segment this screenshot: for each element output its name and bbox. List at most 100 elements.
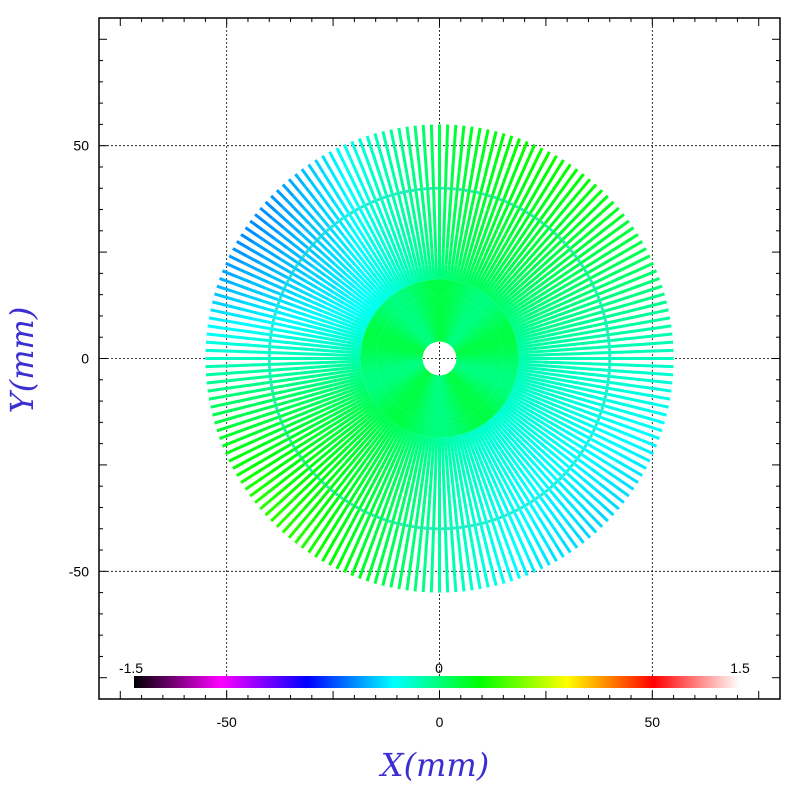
data-spoke (393, 274, 404, 290)
ring-point (607, 371, 611, 375)
data-spoke (300, 168, 313, 183)
data-spoke (483, 129, 490, 145)
data-spoke (394, 477, 403, 494)
data-spoke (548, 343, 565, 349)
data-spoke (260, 410, 277, 418)
data-spoke (334, 418, 350, 430)
data-spoke (299, 231, 313, 245)
ring-point (283, 428, 287, 433)
data-spoke (258, 305, 275, 313)
data-spoke (283, 252, 298, 264)
data-spoke (465, 188, 471, 205)
data-spoke (318, 256, 333, 269)
data-spoke (349, 158, 359, 174)
data-spoke (574, 463, 589, 476)
data-spoke (237, 335, 254, 341)
data-spoke (287, 319, 303, 326)
data-spoke (493, 231, 503, 247)
data-spoke (308, 404, 324, 413)
data-spoke (267, 350, 284, 355)
data-spoke (373, 568, 381, 584)
data-spoke (517, 270, 531, 284)
data-spoke (293, 298, 310, 308)
data-spoke (354, 264, 367, 278)
data-spoke (290, 400, 306, 409)
data-spoke (396, 510, 404, 526)
data-spoke (465, 432, 474, 448)
data-spoke (573, 400, 589, 409)
data-spoke (358, 138, 367, 154)
data-spoke (311, 265, 327, 277)
data-spoke (496, 451, 508, 466)
data-spoke (376, 345, 393, 352)
data-spoke (336, 392, 353, 402)
data-spoke (236, 240, 251, 251)
data-spoke (548, 489, 562, 504)
data-spoke (211, 300, 228, 308)
data-spoke (592, 321, 609, 328)
data-spoke (418, 529, 424, 546)
data-spoke (324, 274, 339, 286)
data-spoke (364, 219, 375, 235)
data-spoke (512, 459, 524, 474)
data-spoke (394, 311, 408, 325)
data-spoke (299, 342, 315, 347)
data-spoke (507, 309, 523, 321)
data-spoke (497, 380, 514, 390)
data-spoke (522, 428, 537, 441)
data-spoke (453, 281, 461, 298)
data-spoke (382, 281, 395, 296)
data-spoke (447, 499, 452, 515)
data-spoke (318, 193, 331, 208)
data-spoke (471, 290, 483, 306)
data-spoke (494, 387, 510, 397)
data-spoke (407, 236, 415, 253)
data-spoke (508, 186, 518, 202)
data-spoke (479, 323, 495, 335)
data-spoke (225, 446, 241, 456)
data-spoke (233, 282, 250, 291)
data-spoke (500, 466, 512, 482)
data-spoke (422, 451, 428, 468)
data-spoke (322, 493, 335, 508)
data-spoke (339, 280, 354, 292)
data-spoke (343, 252, 357, 267)
data-spoke (580, 351, 597, 356)
data-spoke (345, 362, 361, 367)
data-spoke (544, 322, 561, 330)
data-spoke (396, 290, 408, 306)
data-spoke (577, 482, 592, 496)
data-spoke (283, 366, 299, 371)
data-spoke (534, 202, 546, 217)
data-spoke (377, 418, 390, 432)
data-spoke (610, 491, 625, 504)
data-spoke (595, 194, 609, 208)
ring-point (434, 527, 439, 531)
ring-point (301, 459, 306, 463)
data-spoke (360, 359, 377, 363)
data-spoke (411, 251, 419, 268)
data-spoke (349, 292, 364, 305)
data-spoke (253, 464, 269, 476)
data-spoke (554, 543, 565, 558)
data-spoke (593, 432, 609, 443)
data-spoke (315, 376, 332, 382)
data-spoke (330, 294, 345, 305)
data-spoke (403, 479, 411, 496)
data-spoke (475, 127, 482, 144)
data-spoke (457, 544, 463, 561)
data-spoke (418, 403, 427, 420)
data-spoke (286, 458, 302, 470)
data-spoke (431, 170, 435, 187)
data-spoke (291, 303, 308, 312)
data-spoke (281, 498, 295, 512)
data-spoke (304, 395, 321, 404)
data-spoke (306, 246, 321, 260)
data-spoke (562, 227, 576, 241)
data-spoke (462, 433, 471, 449)
data-spoke (283, 371, 300, 377)
data-spoke (611, 350, 628, 354)
data-spoke (298, 347, 315, 352)
ring-point (586, 439, 591, 443)
data-spoke (584, 498, 598, 512)
